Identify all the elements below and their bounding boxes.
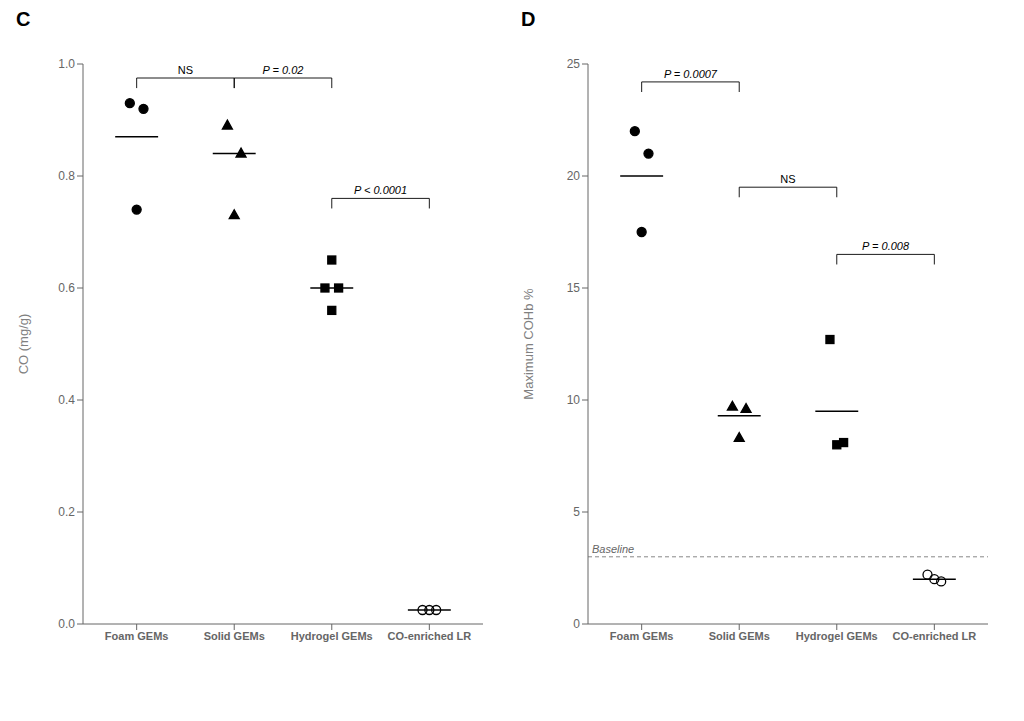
svg-text:5: 5 xyxy=(573,505,580,519)
svg-text:P = 0.008: P = 0.008 xyxy=(862,240,910,252)
svg-text:0: 0 xyxy=(573,617,580,631)
svg-text:Baseline: Baseline xyxy=(592,543,634,555)
svg-text:0.6: 0.6 xyxy=(58,281,75,295)
svg-text:CO-enriched LR: CO-enriched LR xyxy=(387,630,471,642)
svg-text:0.2: 0.2 xyxy=(58,505,75,519)
svg-text:Solid GEMs: Solid GEMs xyxy=(204,630,265,642)
svg-text:Hydrogel GEMs: Hydrogel GEMs xyxy=(291,630,373,642)
svg-text:1.0: 1.0 xyxy=(58,57,75,71)
svg-text:0.0: 0.0 xyxy=(58,617,75,631)
svg-text:20: 20 xyxy=(567,169,581,183)
svg-text:P = 0.0007: P = 0.0007 xyxy=(664,68,718,80)
svg-text:Solid GEMs: Solid GEMs xyxy=(709,630,770,642)
svg-text:25: 25 xyxy=(567,57,581,71)
svg-text:0.4: 0.4 xyxy=(58,393,75,407)
svg-text:15: 15 xyxy=(567,281,581,295)
svg-text:Foam GEMs: Foam GEMs xyxy=(105,630,169,642)
svg-text:NS: NS xyxy=(178,64,193,76)
svg-text:0.8: 0.8 xyxy=(58,169,75,183)
svg-text:Foam GEMs: Foam GEMs xyxy=(610,630,674,642)
html-text:D: D xyxy=(521,8,536,30)
svg-text:CO-enriched LR: CO-enriched LR xyxy=(892,630,976,642)
svg-text:Maximum COHb %: Maximum COHb % xyxy=(521,288,536,400)
svg-text:NS: NS xyxy=(780,173,795,185)
svg-text:P < 0.0001: P < 0.0001 xyxy=(354,184,407,196)
svg-text:10: 10 xyxy=(567,393,581,407)
html-text:C: C xyxy=(16,8,31,30)
svg-text:P = 0.02: P = 0.02 xyxy=(263,64,304,76)
svg-text:CO (mg/g): CO (mg/g) xyxy=(16,314,31,375)
svg-text:Hydrogel GEMs: Hydrogel GEMs xyxy=(796,630,878,642)
